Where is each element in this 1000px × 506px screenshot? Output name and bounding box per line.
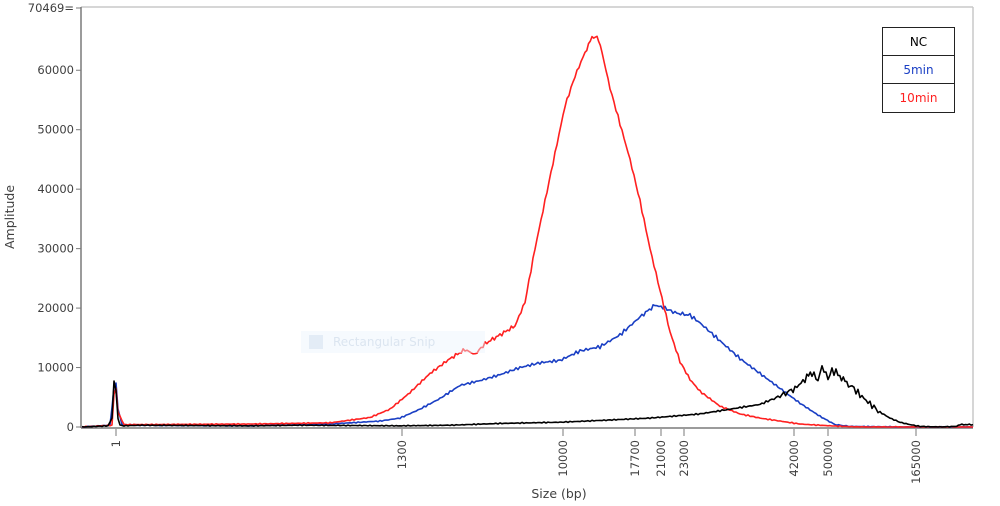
y-tick-label: 30000 <box>37 242 74 256</box>
y-tick-label: 10000 <box>37 361 74 375</box>
series-layer <box>81 35 974 428</box>
x-axis: 1 1300 10000 17700 21000 23000 42000 50000 16500… <box>109 429 923 484</box>
legend: NC 5min 10min <box>882 27 955 113</box>
y-axis-title: Amplitude <box>2 185 17 249</box>
x-tick-label: 50000 <box>821 440 835 477</box>
y-tick-label: 50000 <box>37 123 74 137</box>
rectangular-snip-overlay: Rectangular Snip <box>301 331 485 353</box>
snip-icon <box>309 335 323 349</box>
y-tick-label: 70469= <box>28 1 74 15</box>
x-tick-label: 23000 <box>677 440 691 477</box>
legend-item-5min: 5min <box>883 56 954 84</box>
series-line-10min <box>81 35 973 428</box>
x-tick-label: 10000 <box>556 440 570 477</box>
y-tick-label: 20000 <box>37 301 74 315</box>
snip-label: Rectangular Snip <box>333 335 436 349</box>
series-line-5min <box>81 303 973 428</box>
x-tick-label: 1300 <box>395 440 409 469</box>
x-tick-label: 21000 <box>654 440 668 477</box>
series-line-nc <box>81 364 974 428</box>
y-tick-label: 60000 <box>37 63 74 77</box>
x-tick-label: 17700 <box>628 440 642 477</box>
x-tick-label: 42000 <box>787 440 801 477</box>
x-axis-title: Size (bp) <box>531 486 586 501</box>
y-tick-label: 40000 <box>37 182 74 196</box>
x-tick-label: 1 <box>109 440 123 447</box>
x-tick-label: 165000 <box>909 440 923 484</box>
y-axis: 0 10000 20000 30000 40000 50000 60000 70469= <box>28 1 81 434</box>
y-tick-label: 0 <box>67 420 74 434</box>
plot-frame <box>80 6 974 429</box>
legend-item-10min: 10min <box>899 91 938 105</box>
legend-item-nc: NC <box>883 28 954 56</box>
